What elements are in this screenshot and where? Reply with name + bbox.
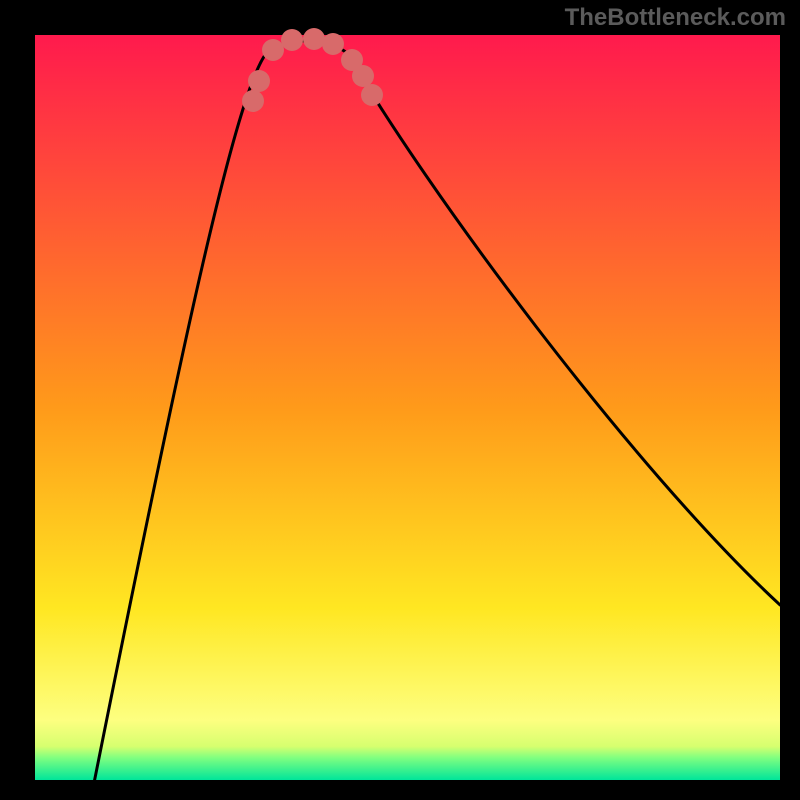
curve-path bbox=[95, 41, 780, 780]
bottleneck-curve bbox=[35, 35, 780, 780]
watermark-text: TheBottleneck.com bbox=[565, 4, 786, 32]
highlight-marker bbox=[248, 70, 270, 92]
highlight-marker bbox=[281, 29, 303, 51]
plot-area bbox=[35, 35, 780, 780]
highlight-marker bbox=[242, 90, 264, 112]
highlight-marker bbox=[322, 33, 344, 55]
highlight-marker bbox=[361, 84, 383, 106]
